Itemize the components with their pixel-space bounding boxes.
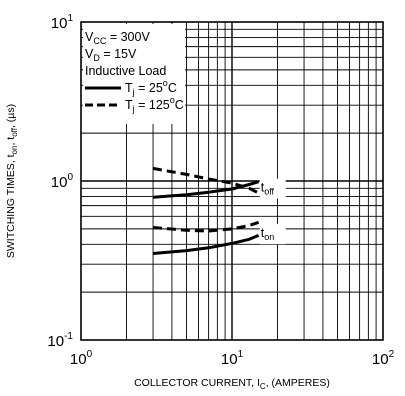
legend-entry: Tj = 125oC [125,95,184,114]
x-tick-label: 101 [221,349,244,368]
x-axis-title: COLLECTOR CURRENT, IC, (AMPERES) [134,377,330,391]
legend-background [83,24,185,124]
legend-entry: Tj = 25oC [125,78,177,97]
plot-frame [80,21,384,341]
condition-text: Inductive Load [85,64,166,78]
x-tick-label: 100 [70,349,93,368]
y-tick-label: 10-1 [47,331,73,350]
series-ton-dashed [152,220,260,233]
axis-titles: COLLECTOR CURRENT, IC, (AMPERES) SWITCHIN… [5,104,330,391]
series-toff-solid [152,180,260,199]
curve-label-bg [259,178,286,199]
series-toff-dashed [152,166,260,195]
condition-text: VCC = 300V [85,30,150,46]
curve-label-bg [259,224,286,245]
x-tick-label: 102 [372,349,395,368]
series-ton-solid [152,234,260,255]
curve-label-toff: toff [261,181,275,197]
y-axis-title: SWITCHING TIMES, ton, toff, (µs) [5,104,19,258]
series-group [152,166,260,255]
curve-label-ton: ton [261,226,275,242]
curve-labels: toff ton [259,178,286,245]
condition-text: VD = 15V [85,47,137,63]
y-tick-label: 101 [51,13,74,32]
y-tick-label: 100 [51,172,74,191]
